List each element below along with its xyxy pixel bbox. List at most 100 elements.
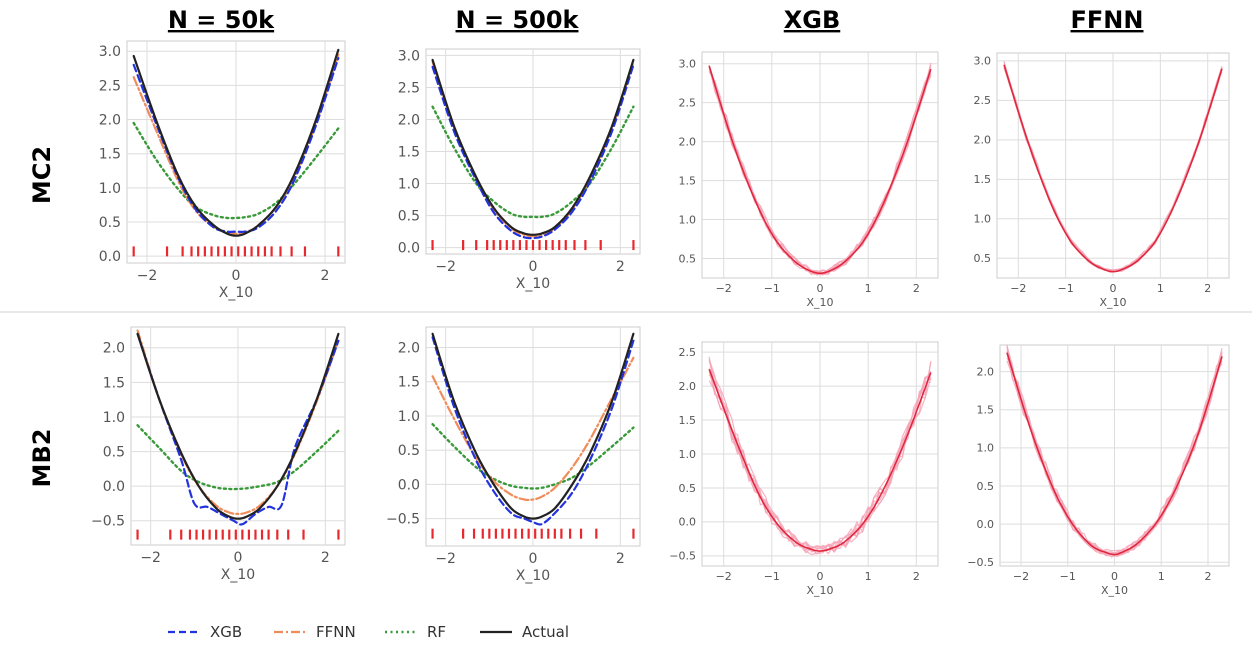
y-tick-label: 2.0 (679, 380, 697, 393)
x-axis-label: X_10 (516, 276, 550, 292)
curves (136, 329, 340, 540)
x-tick-label: 0 (234, 550, 243, 566)
x-tick-label: 2 (321, 550, 330, 566)
series-line-actual (132, 48, 340, 237)
legend-label-ffnn: FFNN (316, 623, 356, 641)
series-line-rf (132, 121, 340, 220)
x-tick-label: −1 (1060, 570, 1076, 583)
y-tick-label: 1.5 (99, 147, 121, 163)
panel-mc2-xgb: −2 −1 0 1 2 0.5 1.0 1.5 2.0 2.5 3.0 X_10 (679, 51, 939, 309)
x-tick-label: −2 (1013, 570, 1029, 583)
y-tick-label: 0.5 (679, 482, 697, 495)
curves (708, 62, 932, 276)
y-tick-label: 1.0 (679, 448, 697, 461)
series-line-actual (431, 58, 635, 236)
y-tick-label: 0.5 (679, 252, 697, 265)
panel-mc2-n-50k: −2 0 2 0.0 0.5 1.0 1.5 2.0 2.5 3.0 X_10 (99, 40, 346, 301)
y-tick-label: 1.5 (679, 414, 697, 427)
x-tick-label: 2 (1204, 570, 1211, 583)
y-tick-label: 1.5 (977, 404, 995, 417)
x-tick-label: −1 (764, 282, 780, 295)
legend-label-rf: RF (427, 623, 446, 641)
y-tick-label: 1.0 (977, 442, 995, 455)
curves (132, 48, 340, 257)
legend-label-xgb: XGB (210, 623, 242, 641)
y-tick-label: 3.0 (974, 55, 992, 68)
y-tick-label: 1.5 (398, 375, 420, 391)
x-tick-label: 0 (1110, 282, 1117, 295)
x-tick-label: 0 (232, 268, 241, 284)
panels: −2 0 2 0.0 0.5 1.0 1.5 2.0 2.5 3.0 X_10 −2 0 2 0.0 0.5 1… (91, 40, 1230, 597)
panel-mb2-xgb: −2 −1 0 1 2 −0.5 0.0 0.5 1.0 1.5 2.0 2.5 X_10 (669, 341, 939, 597)
x-tick-label: −1 (764, 570, 780, 583)
column-header-ffnn: FFNN (1071, 6, 1144, 34)
y-tick-label: 1.0 (974, 213, 992, 226)
series-line-rf (431, 423, 635, 490)
row-header-mc2: MC2 (28, 146, 56, 204)
panel-mb2-ffnn: −2 −1 0 1 2 −0.5 0.0 0.5 1.0 1.5 2.0 X_10 (967, 344, 1230, 597)
curves (708, 356, 932, 556)
panel-mb2-n-50k: −2 0 2 −0.5 0.0 0.5 1.0 1.5 2.0 X_10 (91, 326, 346, 583)
mean-line (708, 368, 932, 552)
panel-mb2-n-500k: −2 0 2 −0.5 0.0 0.5 1.0 1.5 2.0 X_10 (386, 326, 641, 584)
y-tick-label: 0.0 (103, 479, 125, 495)
x-axis-label: X_10 (806, 584, 833, 597)
x-tick-label: 0 (1111, 570, 1118, 583)
legend-label-actual: Actual (522, 623, 569, 641)
y-tick-label: −0.5 (669, 550, 696, 563)
y-tick-label: 0.5 (398, 443, 420, 459)
x-tick-label: −2 (716, 282, 732, 295)
x-axis-label: X_10 (1099, 296, 1126, 309)
y-tick-label: 0.0 (398, 240, 420, 256)
y-tick-label: 2.0 (398, 112, 420, 128)
y-tick-label: 2.5 (398, 80, 420, 96)
series-line-actual (136, 332, 340, 520)
curves (1006, 345, 1223, 558)
y-tick-label: 0.5 (103, 444, 125, 460)
series-line-xgb (431, 336, 635, 526)
series-line-ffnn (431, 356, 635, 502)
x-axis-label: X_10 (1101, 584, 1128, 597)
x-tick-label: 0 (529, 551, 538, 567)
x-tick-label: 1 (1158, 570, 1165, 583)
panel-mc2-ffnn: −2 −1 0 1 2 0.5 1.0 1.5 2.0 2.5 3.0 X_10 (974, 52, 1230, 309)
x-tick-label: 1 (865, 282, 872, 295)
y-tick-label: 2.0 (103, 341, 125, 357)
y-tick-label: 2.0 (977, 366, 995, 379)
x-tick-label: 2 (616, 259, 625, 275)
y-tick-label: 1.5 (974, 173, 992, 186)
x-tick-label: 2 (1204, 282, 1211, 295)
y-tick-label: 2.0 (99, 112, 121, 128)
curves (1003, 61, 1223, 273)
x-tick-label: −2 (435, 259, 456, 275)
y-tick-label: 0.5 (977, 480, 995, 493)
x-tick-label: 0 (817, 282, 824, 295)
x-tick-label: 2 (321, 268, 330, 284)
y-tick-label: 1.5 (679, 174, 697, 187)
y-tick-label: 1.0 (398, 409, 420, 425)
y-tick-label: 1.0 (99, 181, 121, 197)
series-line-actual (431, 332, 635, 520)
y-tick-label: 2.5 (974, 94, 992, 107)
column-header-n50k: N = 50k (168, 6, 275, 34)
y-tick-label: 0.0 (679, 516, 697, 529)
y-tick-label: 2.0 (974, 134, 992, 147)
x-tick-label: 2 (616, 551, 625, 567)
x-axis-label: X_10 (806, 296, 833, 309)
x-tick-label: −2 (435, 551, 456, 567)
y-tick-label: 2.5 (679, 97, 697, 110)
x-tick-label: 2 (913, 282, 920, 295)
x-axis-label: X_10 (516, 568, 550, 584)
row-header-mb2: MB2 (28, 429, 56, 488)
x-tick-label: 0 (529, 259, 538, 275)
y-tick-label: 2.0 (398, 340, 420, 356)
y-tick-label: 1.0 (679, 213, 697, 226)
panel-mc2-n-500k: −2 0 2 0.0 0.5 1.0 1.5 2.0 2.5 3.0 X_10 (398, 48, 641, 292)
x-tick-label: −1 (1058, 282, 1074, 295)
x-axis-label: X_10 (219, 285, 253, 301)
x-tick-label: −2 (140, 550, 161, 566)
y-tick-label: 0.5 (398, 208, 420, 224)
column-header-n500k: N = 500k (456, 6, 580, 34)
legend: XGB FFNN RF Actual (168, 623, 569, 641)
